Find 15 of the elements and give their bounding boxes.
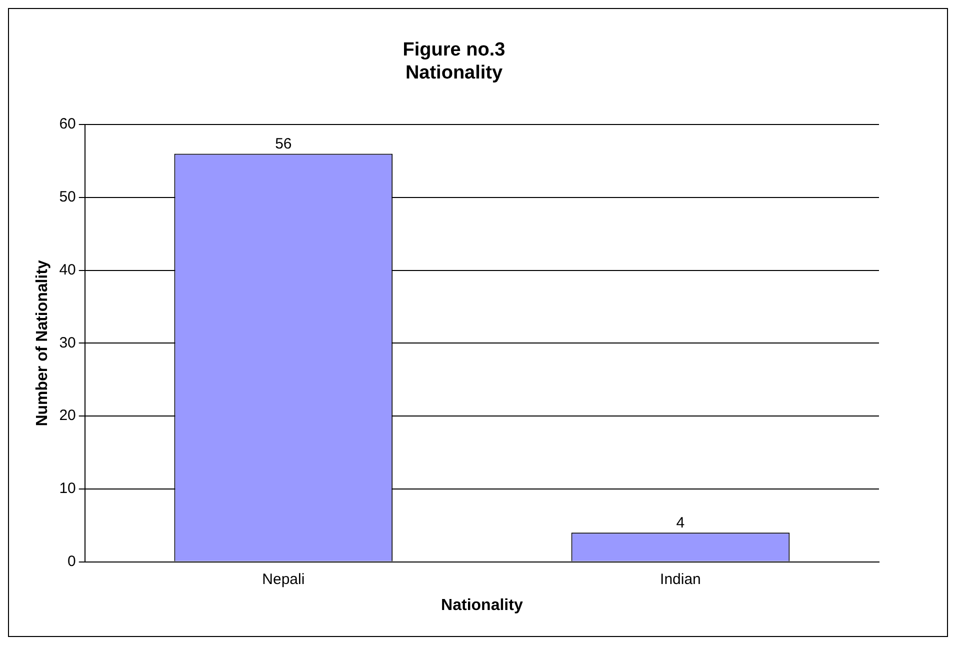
y-tick-label: 60 [59, 116, 76, 133]
data-label: 56 [275, 135, 292, 152]
x-tick-label: Nepali [262, 570, 305, 588]
data-label: 4 [676, 514, 685, 532]
y-axis-title: Number of Nationality [34, 260, 52, 426]
y-tick-label: 10 [59, 480, 76, 498]
x-axis-title: Nationality [441, 596, 523, 614]
chart-subtitle: Nationality [405, 62, 503, 84]
y-tick-label: 30 [59, 334, 76, 352]
y-tick-label: 40 [59, 261, 76, 278]
x-tick-label: Indian [660, 570, 701, 588]
y-tick-label: 50 [59, 188, 76, 206]
chart-title: Figure no.3 [402, 40, 506, 61]
y-tick-label: 0 [68, 552, 76, 570]
y-tick-label: 20 [59, 407, 76, 424]
